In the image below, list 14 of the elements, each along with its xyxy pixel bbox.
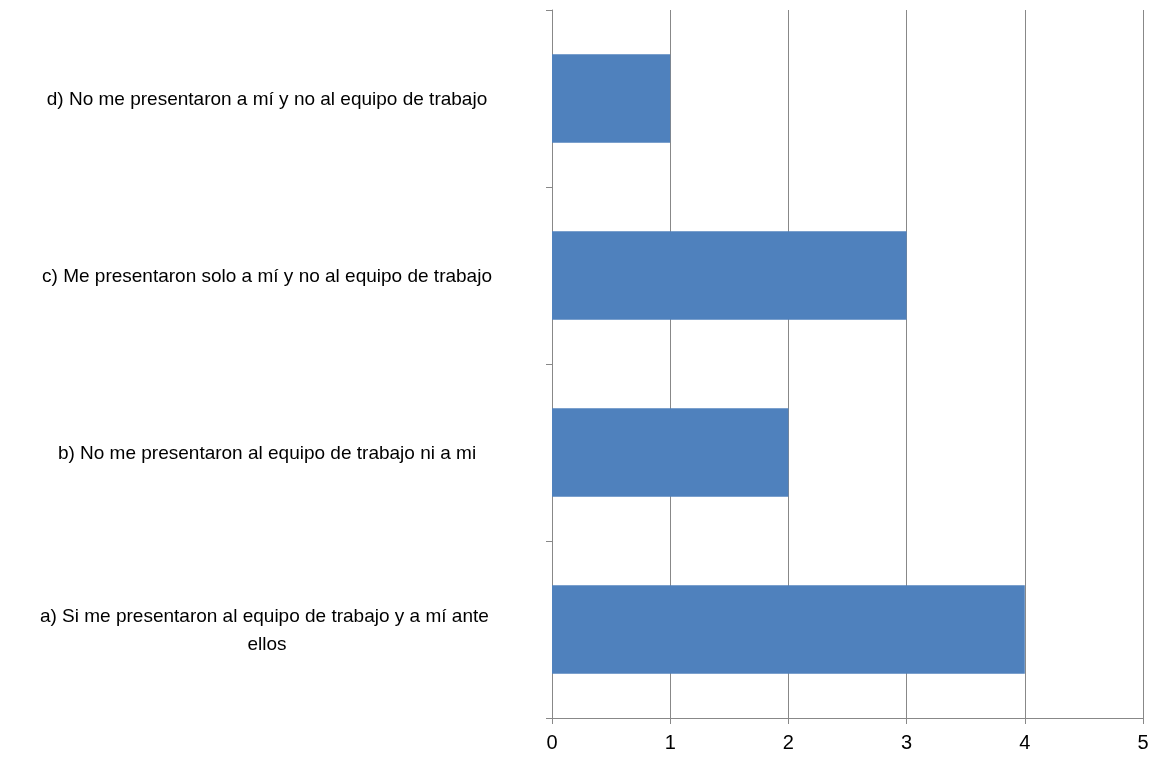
x-tick-label: 4 <box>1019 731 1031 753</box>
x-tick-label: 2 <box>782 731 794 753</box>
x-tick-label: 5 <box>1137 731 1149 753</box>
bar <box>552 408 789 497</box>
x-tick-label: 3 <box>901 731 913 753</box>
bar <box>552 231 907 320</box>
x-tick-label: 1 <box>664 731 676 753</box>
x-tick-label: 0 <box>546 731 558 753</box>
bar <box>552 585 1025 674</box>
y-tick-label: c) Me presentaron solo a mí y no al equipo de trabajo <box>42 265 492 286</box>
bar <box>552 54 671 143</box>
y-tick-label: b) No me presentaron al equipo de trabajo ni a mi <box>57 442 477 463</box>
y-tick-label: a) Si me presentaron al equipo de trabajo y a mí ante ellos <box>39 605 495 654</box>
y-tick-label: d) No me presentaron a mí y no al equipo de trabajo <box>46 88 488 109</box>
